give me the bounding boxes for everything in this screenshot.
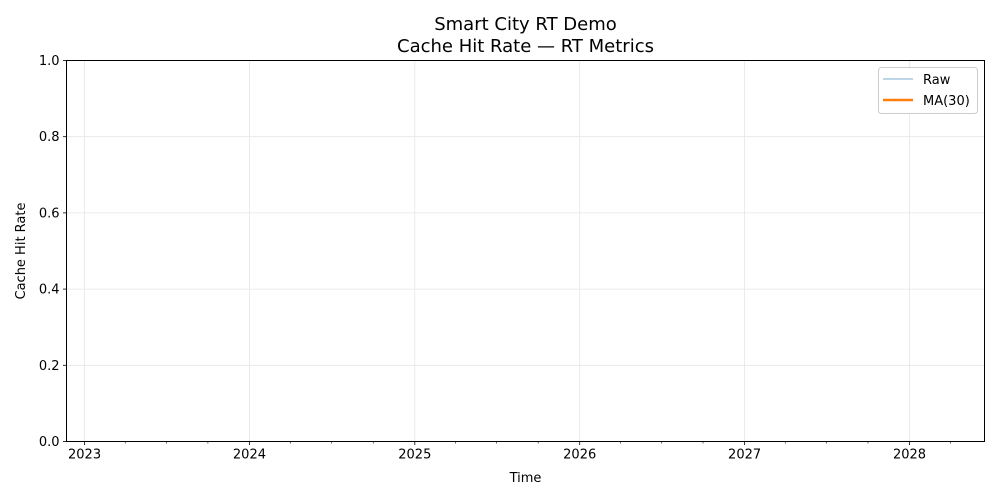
chart-subtitle: Cache Hit Rate — RT Metrics xyxy=(397,36,654,57)
x-tick-label: 2023 xyxy=(68,448,101,463)
y-axis-label: Cache Hit Rate xyxy=(14,203,29,300)
y-tick-label: 0.0 xyxy=(39,435,60,450)
y-axis: 0.0 0.2 0.4 0.6 0.8 1.0 xyxy=(39,54,67,450)
y-tick-label: 0.2 xyxy=(39,359,60,374)
y-tick-label: 0.4 xyxy=(39,283,60,298)
plot-frame xyxy=(66,60,985,442)
x-axis: 2023 2024 2025 2026 2027 2028 xyxy=(68,441,951,463)
legend-label-raw: Raw xyxy=(923,73,951,88)
y-tick-label: 1.0 xyxy=(39,54,60,69)
x-tick-label: 2026 xyxy=(563,448,596,463)
x-axis-label: Time xyxy=(509,471,542,486)
chart-title: Smart City RT Demo xyxy=(434,14,617,35)
y-tick-label: 0.8 xyxy=(39,130,60,145)
x-tick-label: 2024 xyxy=(233,448,266,463)
x-tick-label: 2027 xyxy=(728,448,761,463)
grid xyxy=(66,60,985,442)
legend-label-ma30: MA(30) xyxy=(923,94,970,109)
x-tick-label: 2025 xyxy=(398,448,431,463)
legend: Raw MA(30) xyxy=(878,67,978,114)
x-tick-label: 2028 xyxy=(893,448,926,463)
y-tick-label: 0.6 xyxy=(39,206,60,221)
